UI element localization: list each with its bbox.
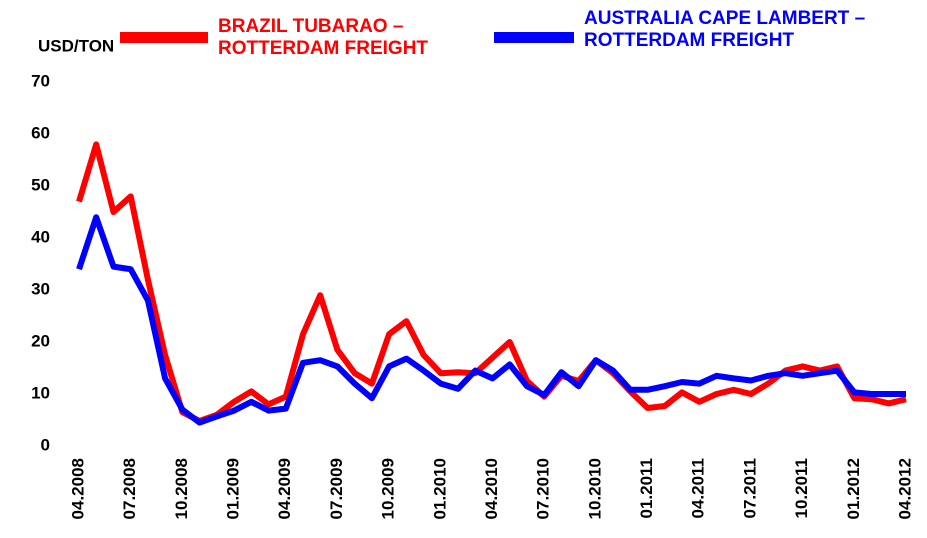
legend-swatch [120,32,208,43]
y-tick-label: 20 [31,331,50,350]
x-tick-label: 04.2012 [895,458,914,519]
legend-label: BRAZIL TUBARAO – ROTTERDAM FREIGHT [218,16,429,59]
y-tick-label: 70 [31,71,50,90]
x-tick-label: 07.2008 [120,458,139,519]
x-tick-label: 10.2011 [792,458,811,519]
legend-label: AUSTRALIA CAPE LAMBERT – ROTTERDAM FREIG… [584,8,866,51]
x-tick-label: 01.2012 [844,458,863,519]
x-tick-label: 01.2009 [224,458,243,519]
x-tick-label: 04.2008 [68,458,87,519]
x-tick-label: 07.2009 [327,458,346,519]
y-tick-label: 40 [31,227,50,246]
x-tick-label: 04.2010 [482,458,501,519]
x-tick-label: 10.2008 [172,458,191,519]
x-tick-label: 07.2011 [740,458,759,519]
legend-swatch [494,32,574,43]
x-tick-label: 07.2010 [534,458,553,519]
y-axis-label: USD/TON [38,36,114,55]
y-tick-label: 0 [41,435,50,454]
x-tick-label: 10.2010 [585,458,604,519]
x-tick-label: 04.2011 [689,458,708,519]
y-tick-label: 30 [31,279,50,298]
x-tick-label: 10.2009 [379,458,398,519]
x-tick-label: 01.2010 [430,458,449,519]
y-tick-label: 60 [31,123,50,142]
y-tick-label: 50 [31,175,50,194]
x-tick-label: 04.2009 [275,458,294,519]
x-tick-label: 01.2011 [637,458,656,519]
series-line [76,214,906,426]
y-tick-label: 10 [31,383,50,402]
